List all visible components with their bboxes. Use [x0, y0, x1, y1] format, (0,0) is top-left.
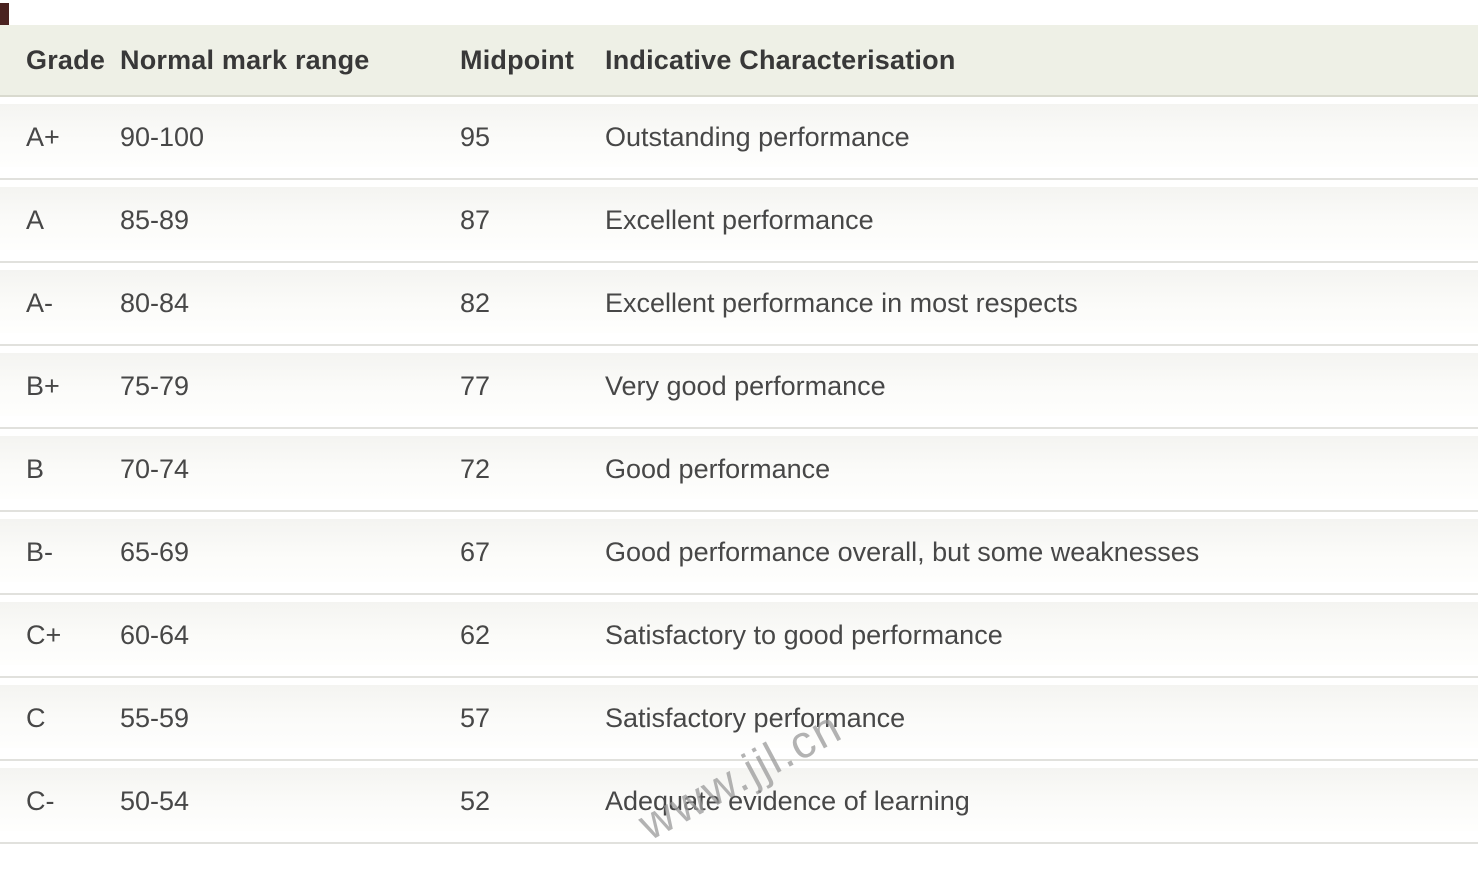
characterisation-cell: Outstanding performance	[605, 122, 910, 152]
column-header-midpoint: Midpoint	[460, 44, 575, 75]
column-header-normal-mark-range: Normal mark range	[120, 44, 370, 75]
mark-range-cell: 60-64	[120, 620, 190, 650]
characterisation-cell: Satisfactory to good performance	[605, 620, 1003, 650]
characterisation-cell: Good performance	[605, 454, 831, 484]
column-header-grade: Grade	[26, 44, 106, 75]
table-row: C+ 60-64 62 Satisfactory to good perform…	[0, 595, 1478, 678]
characterisation-cell: Adequate evidence of learning	[605, 786, 970, 816]
grade-cell: A	[26, 205, 45, 235]
mark-range-cell: 65-69	[120, 537, 190, 567]
grade-cell: B+	[26, 371, 60, 401]
table-row: A 85-89 87 Excellent performance	[0, 180, 1478, 263]
midpoint-cell: 77	[460, 371, 491, 401]
midpoint-cell: 72	[460, 454, 491, 484]
mark-range-cell: 80-84	[120, 288, 190, 318]
grade-cell: B-	[26, 537, 53, 567]
grade-cell: C+	[26, 620, 62, 650]
midpoint-cell: 52	[460, 786, 491, 816]
table-header-row: Grade Normal mark range Midpoint Indicat…	[0, 25, 1478, 97]
table-row: A+ 90-100 95 Outstanding performance	[0, 97, 1478, 180]
table-row: C- 50-54 52 Adequate evidence of learnin…	[0, 761, 1478, 844]
characterisation-cell: Very good performance	[605, 371, 886, 401]
midpoint-cell: 87	[460, 205, 491, 235]
midpoint-cell: 95	[460, 122, 491, 152]
table-row: C 55-59 57 Satisfactory performance	[0, 678, 1478, 761]
characterisation-cell: Excellent performance	[605, 205, 874, 235]
grade-cell: A-	[26, 288, 53, 318]
column-header-indicative-characterisation: Indicative Characterisation	[605, 44, 956, 75]
mark-range-cell: 75-79	[120, 371, 190, 401]
midpoint-cell: 57	[460, 703, 491, 733]
characterisation-cell: Excellent performance in most respects	[605, 288, 1078, 318]
table-row: B+ 75-79 77 Very good performance	[0, 346, 1478, 429]
table-body: A+ 90-100 95 Outstanding performance A 8…	[0, 97, 1478, 844]
midpoint-cell: 67	[460, 537, 491, 567]
mark-range-cell: 90-100	[120, 122, 205, 152]
midpoint-cell: 62	[460, 620, 491, 650]
table-row: B- 65-69 67 Good performance overall, bu…	[0, 512, 1478, 595]
midpoint-cell: 82	[460, 288, 491, 318]
mark-range-cell: 85-89	[120, 205, 190, 235]
corner-artifact	[0, 3, 9, 26]
grade-cell: A+	[26, 122, 60, 152]
mark-range-cell: 55-59	[120, 703, 190, 733]
table-row: B 70-74 72 Good performance	[0, 429, 1478, 512]
table-row: A- 80-84 82 Excellent performance in mos…	[0, 263, 1478, 346]
grade-cell: C-	[26, 786, 55, 816]
characterisation-cell: Good performance overall, but some weakn…	[605, 537, 1200, 567]
grade-table: Grade Normal mark range Midpoint Indicat…	[0, 25, 1478, 844]
mark-range-cell: 50-54	[120, 786, 190, 816]
grade-cell: C	[26, 703, 46, 733]
mark-range-cell: 70-74	[120, 454, 190, 484]
characterisation-cell: Satisfactory performance	[605, 703, 906, 733]
grade-cell: B	[26, 454, 45, 484]
